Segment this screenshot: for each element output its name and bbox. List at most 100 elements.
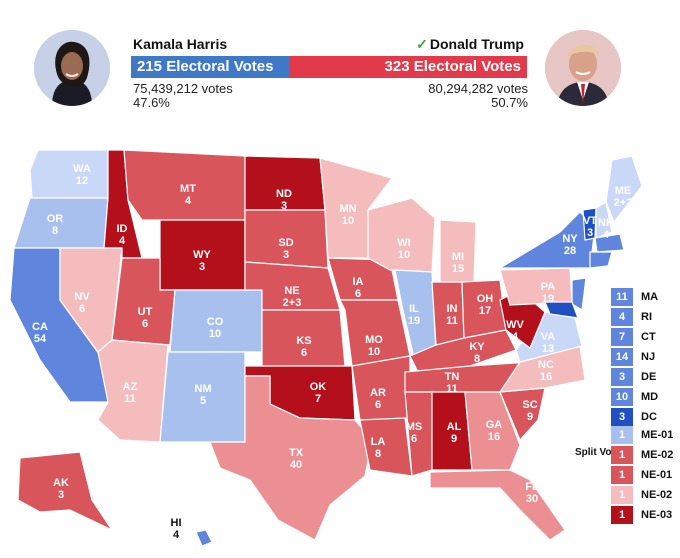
state-ev-sd: 3	[283, 249, 289, 261]
harris-vote-percent: 47.6%	[133, 95, 170, 110]
small-state-nj[interactable]: 14 NJ	[611, 347, 655, 366]
state-md-area[interactable]	[544, 301, 579, 319]
state-fl[interactable]	[429, 469, 566, 541]
state-ev-va: 13	[542, 343, 554, 355]
small-state-ev: 3	[611, 367, 633, 386]
small-state-abbr: DC	[641, 410, 657, 423]
state-ev-ok: 7	[315, 393, 321, 405]
state-ev-ca: 54	[34, 333, 47, 345]
state-label-pa: PA	[541, 281, 556, 293]
state-ev-co: 10	[209, 328, 221, 340]
state-ev-ak: 3	[58, 489, 64, 501]
state-label-ca: CA	[32, 321, 48, 333]
state-label-nv: NV	[74, 291, 90, 303]
state-ev-nd: 3	[281, 200, 287, 212]
split-vote-ne-01[interactable]: 1 NE-01	[611, 465, 672, 484]
state-label-ga: GA	[486, 419, 503, 431]
small-state-md[interactable]: 10 MD	[611, 387, 658, 406]
small-state-abbr: NJ	[641, 350, 656, 363]
state-label-tx: TX	[289, 447, 304, 459]
split-vote-district: ME-01	[641, 428, 674, 441]
state-ev-al: 9	[451, 433, 457, 445]
small-state-ri[interactable]: 4 RI	[611, 307, 652, 326]
state-label-mo: MO	[365, 334, 383, 346]
state-pa[interactable]	[499, 267, 573, 306]
split-vote-me-02[interactable]: 1 ME-02	[611, 445, 673, 464]
split-vote-ne-03[interactable]: 1 NE-03	[611, 505, 672, 524]
state-la[interactable]	[359, 417, 413, 477]
state-label-co: CO	[207, 316, 224, 328]
state-ev-fl: 30	[526, 493, 538, 505]
state-label-la: LA	[371, 436, 386, 448]
small-state-ct[interactable]: 7 CT	[611, 327, 656, 346]
harris-popular-vote: 75,439,212 votes 47.6%	[133, 82, 233, 110]
state-ev-il: 19	[408, 315, 420, 327]
state-ev-sc: 9	[527, 411, 533, 423]
state-label-hi: HI	[171, 517, 182, 529]
state-ev-wa: 12	[76, 175, 88, 187]
small-state-abbr: MD	[641, 390, 659, 403]
state-me[interactable]	[605, 155, 643, 224]
state-ev-oh: 17	[479, 305, 491, 317]
state-label-nd: ND	[276, 188, 292, 200]
state-nj-area[interactable]	[571, 277, 587, 311]
trump-name-text: Donald Trump	[429, 36, 524, 52]
split-vote-ev: 1	[611, 425, 633, 444]
state-ev-ny: 28	[564, 245, 576, 257]
state-ev-id: 4	[119, 235, 126, 247]
state-ny[interactable]	[497, 211, 596, 269]
state-label-id: ID	[117, 223, 128, 235]
small-state-ev: 10	[611, 387, 633, 406]
state-label-mi: MI	[452, 251, 464, 263]
split-vote-ne-02[interactable]: 1 NE-02	[611, 485, 672, 504]
state-ev-ms: 6	[411, 433, 417, 445]
small-state-ma[interactable]: 11 MA	[611, 287, 658, 306]
state-label-ky: KY	[469, 341, 485, 353]
state-label-ia: IA	[353, 276, 364, 288]
state-ct-area[interactable]	[589, 251, 613, 269]
state-ak[interactable]	[17, 451, 114, 532]
state-label-ok: OK	[310, 381, 327, 393]
state-wa[interactable]	[29, 149, 109, 199]
state-label-fl: FL	[525, 481, 539, 493]
state-hi[interactable]	[195, 529, 213, 547]
harris-electoral-bar: 215 Electoral Votes	[131, 56, 290, 78]
small-state-abbr: DE	[641, 370, 657, 383]
state-label-wa: WA	[73, 163, 91, 175]
harris-name: Kamala Harris	[133, 36, 228, 52]
state-label-va: VA	[541, 331, 556, 343]
split-vote-me-01[interactable]: 1 ME-01	[611, 425, 673, 444]
state-label-sd: SD	[278, 237, 293, 249]
state-ev-ks: 6	[301, 347, 307, 359]
state-ev-nv: 6	[79, 303, 85, 315]
state-ev-az: 11	[124, 393, 136, 405]
split-vote-ev: 1	[611, 465, 633, 484]
split-vote-district: ME-02	[641, 448, 674, 461]
state-ev-nh: 4	[603, 229, 610, 241]
harris-avatar	[34, 30, 110, 106]
small-state-de[interactable]: 3 DE	[611, 367, 656, 386]
state-ga[interactable]	[464, 391, 521, 471]
trump-electoral-bar: 323 Electoral Votes	[290, 56, 527, 78]
small-state-ev: 11	[611, 287, 633, 306]
state-label-wi: WI	[397, 237, 410, 249]
state-ev-tx: 40	[290, 459, 302, 471]
state-label-or: OR	[47, 213, 64, 225]
trump-vote-percent: 50.7%	[491, 95, 528, 110]
state-label-az: AZ	[123, 381, 138, 393]
state-ev-mn: 10	[342, 215, 354, 227]
state-ev-ga: 16	[488, 431, 500, 443]
small-state-dc[interactable]: 3 DC	[611, 407, 657, 426]
split-vote-district: NE-03	[641, 508, 673, 521]
state-ev-ut: 6	[142, 318, 148, 330]
state-label-wy: WY	[193, 249, 211, 261]
state-ev-tn: 11	[446, 383, 458, 395]
state-ma-area[interactable]	[594, 233, 625, 253]
small-state-ev: 4	[611, 307, 633, 326]
state-nh[interactable]	[595, 201, 613, 239]
state-ev-pa: 19	[542, 293, 554, 305]
state-label-me: ME	[615, 185, 632, 197]
state-tx[interactable]	[209, 375, 373, 541]
state-label-al: AL	[447, 421, 462, 433]
